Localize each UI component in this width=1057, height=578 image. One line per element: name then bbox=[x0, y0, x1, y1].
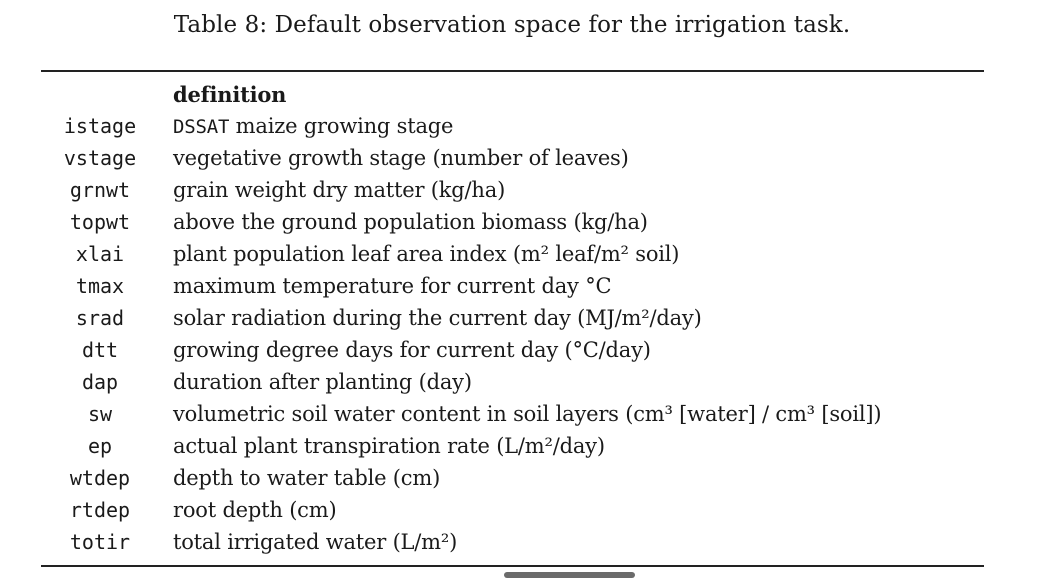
row-definition: plant population leaf area index (m² lea… bbox=[173, 242, 680, 266]
row-key: sw bbox=[87, 402, 113, 426]
row-definition: above the ground population biomass (kg/… bbox=[173, 210, 648, 234]
table-row: rtdep root depth (cm) bbox=[41, 494, 984, 526]
table-row: topwt above the ground population biomas… bbox=[41, 206, 984, 238]
row-definition: grain weight dry matter (kg/ha) bbox=[173, 178, 506, 202]
row-definition: vegetative growth stage (number of leave… bbox=[173, 146, 629, 170]
row-key: ep bbox=[87, 434, 113, 458]
table-row: dap duration after planting (day) bbox=[41, 366, 984, 398]
table-caption: Table 8: Default observation space for t… bbox=[173, 12, 851, 38]
row-key: dap bbox=[81, 370, 119, 394]
row-definition: DSSAT maize growing stage bbox=[173, 114, 453, 138]
table-row: srad solar radiation during the current … bbox=[41, 302, 984, 334]
table-row: totir total irrigated water (L/m²) bbox=[41, 526, 984, 558]
row-definition: growing degree days for current day (°C/… bbox=[173, 338, 651, 362]
table-row: dtt growing degree days for current day … bbox=[41, 334, 984, 366]
row-key: topwt bbox=[69, 210, 131, 234]
table-row: tmax maximum temperature for current day… bbox=[41, 270, 984, 302]
row-key: xlai bbox=[75, 242, 125, 266]
row-definition: total irrigated water (L/m²) bbox=[173, 530, 458, 554]
table-row: ep actual plant transpiration rate (L/m²… bbox=[41, 430, 984, 462]
row-key: vstage bbox=[63, 146, 137, 170]
row-definition: maximum temperature for current day °C bbox=[173, 274, 612, 298]
table-row: vstage vegetative growth stage (number o… bbox=[41, 142, 984, 174]
row-definition: solar radiation during the current day (… bbox=[173, 306, 702, 330]
row-key: totir bbox=[69, 530, 131, 554]
top-rule bbox=[41, 70, 984, 72]
row-key: srad bbox=[75, 306, 125, 330]
table-row: wtdep depth to water table (cm) bbox=[41, 462, 984, 494]
row-key: tmax bbox=[75, 274, 125, 298]
row-definition-mono: DSSAT bbox=[173, 116, 230, 138]
horizontal-scrollbar[interactable] bbox=[504, 572, 635, 578]
row-definition-text: maize growing stage bbox=[229, 114, 454, 138]
table-row: grnwt grain weight dry matter (kg/ha) bbox=[41, 174, 984, 206]
row-key: istage bbox=[63, 114, 137, 138]
row-key: rtdep bbox=[69, 498, 131, 522]
header-definition: definition bbox=[173, 81, 287, 107]
row-key: dtt bbox=[81, 338, 119, 362]
bottom-rule bbox=[41, 565, 984, 567]
row-key: grnwt bbox=[69, 178, 131, 202]
row-definition: actual plant transpiration rate (L/m²/da… bbox=[173, 434, 605, 458]
table-header-row: definition bbox=[41, 78, 984, 110]
row-definition: volumetric soil water content in soil la… bbox=[173, 402, 882, 426]
table-row: sw volumetric soil water content in soil… bbox=[41, 398, 984, 430]
table-row: xlai plant population leaf area index (m… bbox=[41, 238, 984, 270]
row-definition: root depth (cm) bbox=[173, 498, 337, 522]
row-definition: depth to water table (cm) bbox=[173, 466, 441, 490]
observation-table: definition istage DSSAT maize growing st… bbox=[41, 78, 984, 558]
row-definition: duration after planting (day) bbox=[173, 370, 472, 394]
row-key: wtdep bbox=[69, 466, 131, 490]
table-row: istage DSSAT maize growing stage bbox=[41, 110, 984, 142]
